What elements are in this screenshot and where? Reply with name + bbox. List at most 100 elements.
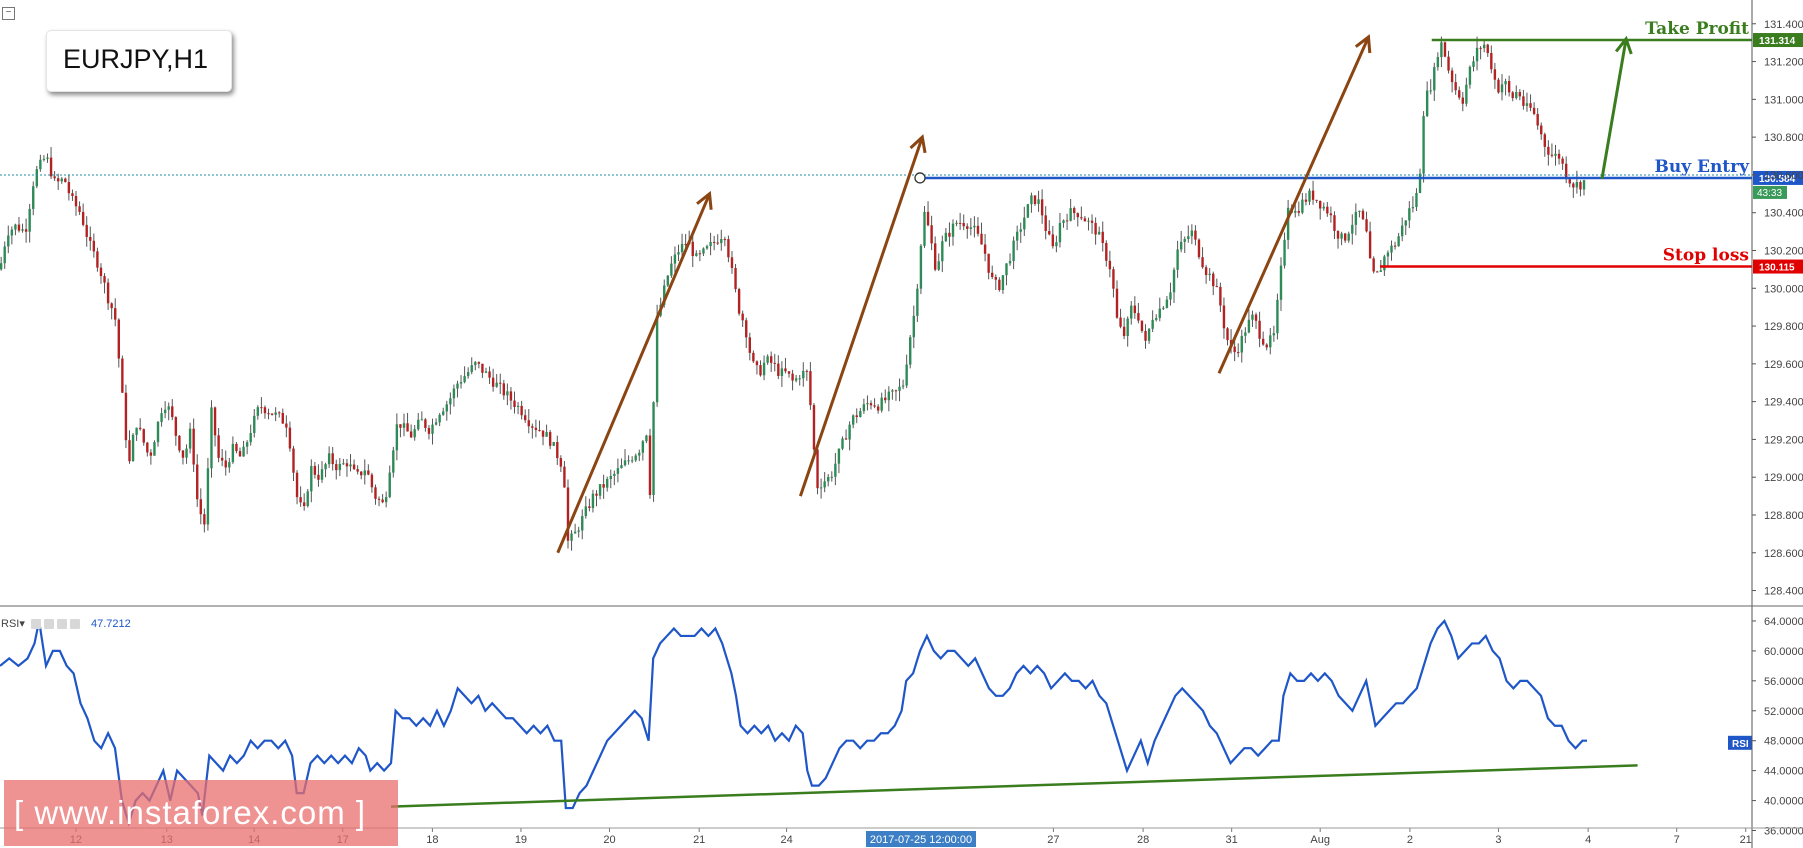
candle-body <box>1557 153 1561 159</box>
candle-body <box>613 473 616 476</box>
candle-body <box>274 412 277 415</box>
candle-body <box>1040 199 1044 216</box>
candle-body <box>1069 208 1072 221</box>
candle-body <box>220 457 224 461</box>
time-tick-label: 31 <box>1226 834 1238 846</box>
price-tick-label: 129.400 <box>1764 397 1803 409</box>
candle-body <box>909 337 912 365</box>
candle-body <box>566 487 570 541</box>
candle-body <box>912 315 915 338</box>
rsi-trendline <box>390 764 1638 808</box>
candle-body <box>114 308 117 320</box>
candle-body <box>1176 249 1179 270</box>
candle-body <box>1215 286 1219 288</box>
candle-body <box>1026 204 1030 218</box>
candle-body <box>178 435 181 451</box>
candle-body <box>213 407 217 436</box>
rsi-axis[interactable]: 64.0000 60.0000 56.0000 52.0000 48.0000 44.00… <box>1728 616 1803 838</box>
candle-body <box>1090 220 1094 223</box>
candle-body <box>117 319 120 359</box>
eye-icon[interactable] <box>30 619 41 630</box>
rsi-header: RSI▾ 47.7212 <box>1 617 131 630</box>
candle-body <box>777 363 780 376</box>
candle-body <box>17 224 21 231</box>
candle-body <box>1283 239 1286 266</box>
rsi-dropdown-icon[interactable]: ▾ <box>19 618 25 630</box>
candle-body <box>135 427 138 435</box>
candle-body <box>1329 213 1333 216</box>
candle-body <box>1254 314 1258 321</box>
candle-body <box>121 358 124 393</box>
candle-body <box>39 159 42 170</box>
candle-body <box>506 391 509 396</box>
candle-body <box>805 370 809 372</box>
price-tick-label: 130.400 <box>1764 208 1803 220</box>
candle-body <box>310 466 313 492</box>
candle-body <box>395 424 399 451</box>
candle-body <box>1126 318 1129 337</box>
candle-body <box>384 497 388 503</box>
candle-body <box>1169 292 1172 300</box>
candle-body <box>302 502 306 506</box>
countdown-label: 43:33 <box>1757 188 1782 199</box>
candle-body <box>1179 241 1183 250</box>
candle-body <box>156 421 160 443</box>
price-tick-label: 131.200 <box>1764 57 1803 69</box>
plus-icon[interactable] <box>56 619 67 630</box>
candle-body <box>203 514 206 525</box>
candle-body <box>1507 81 1511 93</box>
candle-body <box>331 453 334 465</box>
candle-body <box>873 405 876 407</box>
candle-body <box>1319 200 1322 209</box>
candle-body <box>1500 84 1504 93</box>
candle-body <box>784 368 787 372</box>
candle-body <box>787 371 791 374</box>
price-tick-label: 130.000 <box>1764 283 1803 295</box>
collapse-icon[interactable]: − <box>2 7 15 20</box>
candle-body <box>1076 213 1079 218</box>
candle-body <box>1547 146 1550 155</box>
candle-body <box>1368 231 1372 259</box>
take-profit-price-tag <box>1753 33 1803 48</box>
candle-body <box>1073 208 1076 214</box>
price-axis[interactable]: 131.400 131.200 131.000 130.800 130.600 130.4… <box>1752 19 1803 598</box>
candle-body <box>1197 239 1201 258</box>
candle-body <box>1550 154 1554 156</box>
candle-body <box>798 378 801 380</box>
candle-body <box>1372 258 1375 272</box>
time-tick-label: 27 <box>1047 834 1059 846</box>
candle-body <box>930 225 933 244</box>
countdown-tag <box>1753 185 1787 199</box>
candle-body <box>695 253 698 257</box>
candle-body <box>1351 224 1354 234</box>
candle-body <box>192 428 195 465</box>
candle-body <box>869 403 873 406</box>
candle-body <box>1233 346 1236 353</box>
candle-body <box>399 424 402 428</box>
candle-body <box>67 182 71 194</box>
candle-body <box>702 248 705 254</box>
candle-body <box>153 442 156 456</box>
rsi-axis-tag <box>1728 735 1752 750</box>
candle-body <box>427 428 431 434</box>
candle-body <box>278 412 281 414</box>
candle-body <box>242 446 245 457</box>
candle-body <box>1564 163 1568 180</box>
candle-body <box>1258 320 1261 339</box>
candle-body <box>705 246 709 249</box>
time-tick-label: 28 <box>1137 834 1149 846</box>
close-icon[interactable] <box>69 619 80 630</box>
candle-body <box>238 451 242 457</box>
settings-icon[interactable] <box>43 619 54 630</box>
candle-body <box>267 413 270 415</box>
candle-body <box>1304 199 1308 202</box>
candle-body <box>830 476 833 478</box>
candle-body <box>0 263 3 270</box>
candle-body <box>755 361 759 366</box>
candle-body <box>466 372 470 377</box>
candle-body <box>527 420 530 427</box>
candle-body <box>1326 206 1329 214</box>
candle-body <box>1019 229 1022 232</box>
candle-body <box>1343 233 1347 241</box>
candle-body <box>1525 103 1529 106</box>
